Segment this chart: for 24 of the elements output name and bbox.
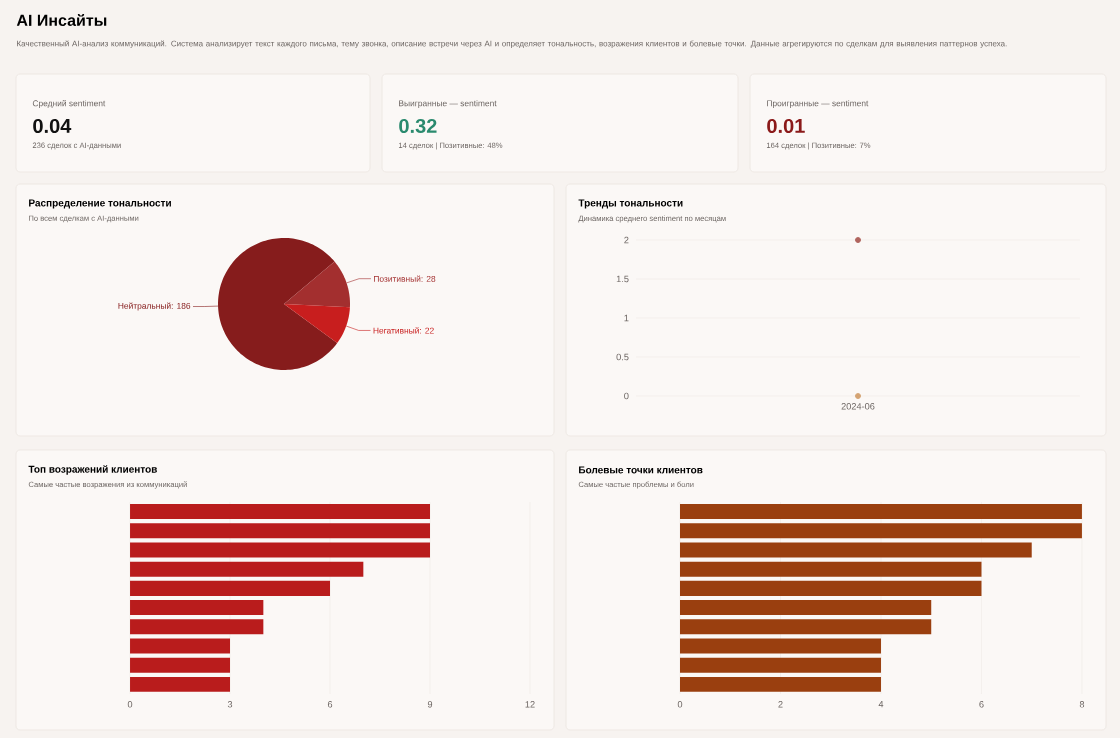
bar [130, 676, 231, 692]
bar [680, 504, 1082, 520]
bar [680, 638, 881, 654]
bar [130, 600, 264, 616]
bar [680, 676, 881, 692]
bar [680, 600, 932, 616]
text: AI Инсайты [16, 13, 107, 27]
text: 0.01 [767, 118, 805, 134]
bar [130, 504, 431, 520]
bar [680, 561, 982, 577]
text: 0.32 [399, 118, 437, 134]
bar [680, 523, 1082, 539]
bar [680, 619, 932, 635]
bar [680, 580, 982, 596]
bar [680, 542, 1032, 558]
bar [130, 561, 364, 577]
bar [130, 657, 231, 673]
bar [130, 580, 331, 596]
bar [130, 523, 431, 539]
bar [680, 657, 881, 673]
bar [130, 638, 231, 654]
bar [130, 619, 264, 635]
text: 0.04 [33, 118, 72, 134]
bar [130, 542, 431, 558]
